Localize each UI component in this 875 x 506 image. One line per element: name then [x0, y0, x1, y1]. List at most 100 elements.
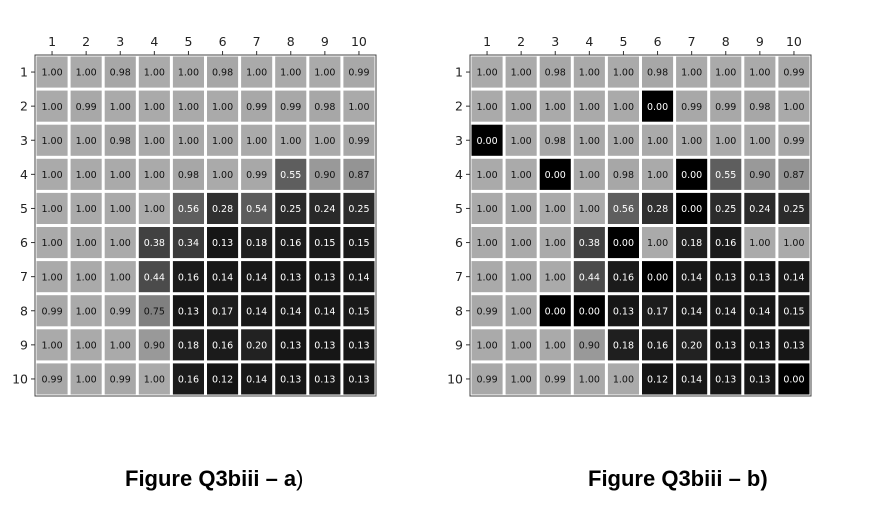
heatmap-b-y-tick-label: 6	[455, 235, 463, 250]
heatmap-b-cell-label: 1.00	[511, 306, 532, 317]
heatmap-b-x-tick-label: 4	[585, 34, 593, 49]
heatmap-b-cell-label: 1.00	[476, 170, 497, 181]
heatmap-b-cell-label: 1.00	[613, 68, 634, 79]
caption-b-main: Figure Q3biii – b)	[588, 466, 768, 491]
heatmap-b-cell-label: 1.00	[476, 204, 497, 215]
heatmap-a-cell-r8-c3	[104, 295, 136, 327]
heatmap-b-cell-label: 0.13	[715, 375, 736, 386]
heatmap-a-cell-r2-c5	[172, 90, 204, 122]
heatmap-b-cell-r1-c1	[471, 56, 503, 88]
heatmap-a-cell-label: 1.00	[314, 136, 335, 147]
heatmap-b-cell-label: 0.00	[545, 170, 566, 181]
heatmap-b-cell-r7-c6	[642, 261, 674, 293]
heatmap-b-cell-r4-c9	[744, 158, 776, 190]
heatmap-b-cell-r4-c5	[607, 158, 639, 190]
heatmap-b-cell-label: 1.00	[715, 136, 736, 147]
heatmap-a-cell-label: 1.00	[41, 340, 62, 351]
heatmap-b-cell-r10-c9	[744, 363, 776, 395]
heatmap-a-cell-label: 1.00	[110, 272, 131, 283]
heatmap-b-cell-r8-c5	[607, 295, 639, 327]
heatmap-b-cell-label: 0.99	[681, 102, 702, 113]
heatmap-a-cell-r10-c3	[104, 363, 136, 395]
heatmap-a-cell-r5-c3	[104, 192, 136, 224]
heatmap-a-cell-r1-c6	[207, 56, 239, 88]
heatmap-b-cell-label: 1.00	[681, 136, 702, 147]
heatmap-a-cell-label: 0.15	[348, 238, 369, 249]
heatmap-a-cell-label: 1.00	[144, 170, 165, 181]
heatmap-a-cell-r9-c1	[36, 329, 68, 361]
heatmap-b-cell-r6-c2	[505, 227, 537, 259]
heatmap-a-cell-r1-c4	[138, 56, 170, 88]
heatmap-a-cell-r4-c2	[70, 158, 102, 190]
heatmap-b-cell-r9-c2	[505, 329, 537, 361]
heatmap-a-cell-label: 0.98	[212, 68, 233, 79]
heatmap-a-cell-r10-c1	[36, 363, 68, 395]
heatmap-b-cell-r2-c6	[642, 90, 674, 122]
heatmap-b-cell-label: 1.00	[476, 238, 497, 249]
heatmap-b-cell-label: 1.00	[749, 68, 770, 79]
heatmap-b-cell-r8-c7	[676, 295, 708, 327]
heatmap-b-cell-label: 1.00	[476, 272, 497, 283]
heatmap-b-cell-label: 0.56	[613, 204, 634, 215]
heatmap-a-y-tick-label: 5	[20, 201, 28, 216]
heatmap-b-y-tick-label: 9	[455, 337, 463, 352]
heatmap-a-cell-label: 0.75	[144, 306, 165, 317]
heatmap-b-cell-label: 1.00	[511, 170, 532, 181]
heatmap-a-cell-r8-c2	[70, 295, 102, 327]
heatmap-a-cell-label: 0.14	[348, 272, 369, 283]
heatmap-b-cell-label: 1.00	[579, 170, 600, 181]
heatmap-b-cell-label: 0.25	[783, 204, 804, 215]
heatmap-b-cell-r1-c10	[778, 56, 810, 88]
heatmap-b-cell-r7-c7	[676, 261, 708, 293]
heatmap-b-cell-label: 0.00	[681, 170, 702, 181]
heatmap-a-x-tick-label: 8	[287, 34, 295, 49]
heatmap-b-cell-r9-c6	[642, 329, 674, 361]
heatmap-a-cell-r6-c8	[275, 227, 307, 259]
heatmap-b-cell-label: 0.13	[715, 272, 736, 283]
heatmap-b-cell-label: 1.00	[545, 238, 566, 249]
heatmap-a-cell-r3-c8	[275, 124, 307, 156]
heatmap-b-cell-label: 1.00	[511, 136, 532, 147]
heatmap-b-cell-label: 0.99	[545, 375, 566, 386]
heatmap-a-cell-r1-c8	[275, 56, 307, 88]
heatmap-a-cell-label: 0.44	[144, 272, 165, 283]
heatmap-a-cell-r8-c5	[172, 295, 204, 327]
heatmap-a-cell-r10-c2	[70, 363, 102, 395]
heatmap-b-cell-label: 0.98	[749, 102, 770, 113]
heatmap-a-cell-label: 0.15	[314, 238, 335, 249]
heatmap-b-cell-label: 0.00	[647, 272, 668, 283]
heatmap-b-x-tick-label: 5	[619, 34, 627, 49]
heatmap-a-cell-r9-c7	[241, 329, 273, 361]
heatmap-b-cell-label: 1.00	[511, 375, 532, 386]
heatmap-a-cell-label: 0.13	[348, 375, 369, 386]
heatmap-a-cell-r4-c5	[172, 158, 204, 190]
figure-caption-a: Figure Q3biii – a)	[125, 466, 303, 492]
heatmap-a-cell-r3-c6	[207, 124, 239, 156]
heatmap-b-cell-r6-c5	[607, 227, 639, 259]
heatmap-a-cell-label: 1.00	[144, 102, 165, 113]
heatmap-a-cell-r9-c10	[343, 329, 375, 361]
heatmap-a-cell-label: 0.99	[348, 136, 369, 147]
heatmap-b-cell-label: 0.98	[545, 136, 566, 147]
heatmap-b-x-tick-label: 2	[517, 34, 525, 49]
heatmap-b-cell-r2-c10	[778, 90, 810, 122]
heatmap-b-cell-label: 0.38	[579, 238, 600, 249]
heatmap-a-cell-label: 0.18	[178, 340, 199, 351]
heatmap-a-cell-r2-c8	[275, 90, 307, 122]
heatmap-a-cell-r8-c8	[275, 295, 307, 327]
heatmap-a-cell-r10-c10	[343, 363, 375, 395]
heatmap-a-cell-r4-c6	[207, 158, 239, 190]
heatmap-a-cell-label: 1.00	[212, 136, 233, 147]
heatmap-a-cell-r10-c8	[275, 363, 307, 395]
heatmap-b-cell-label: 0.16	[715, 238, 736, 249]
heatmap-a-cell-r2-c10	[343, 90, 375, 122]
heatmap-a-cell-label: 0.98	[178, 170, 199, 181]
heatmap-b-cell-r10-c1	[471, 363, 503, 395]
heatmap-a-cell-r2-c4	[138, 90, 170, 122]
heatmap-a-cell-r5-c7	[241, 192, 273, 224]
heatmap-b: 1 2 3 4 5 6 7 8 9 10 1 2 3 4 5 6 7 8 9 10 1.00 1.00 0.98 1.00 1.…	[447, 34, 812, 397]
heatmap-b-cell-label: 0.00	[476, 136, 497, 147]
heatmap-a-cell-r4-c3	[104, 158, 136, 190]
heatmap-a-cell-label: 1.00	[178, 102, 199, 113]
heatmap-a-cell-label: 0.99	[110, 306, 131, 317]
